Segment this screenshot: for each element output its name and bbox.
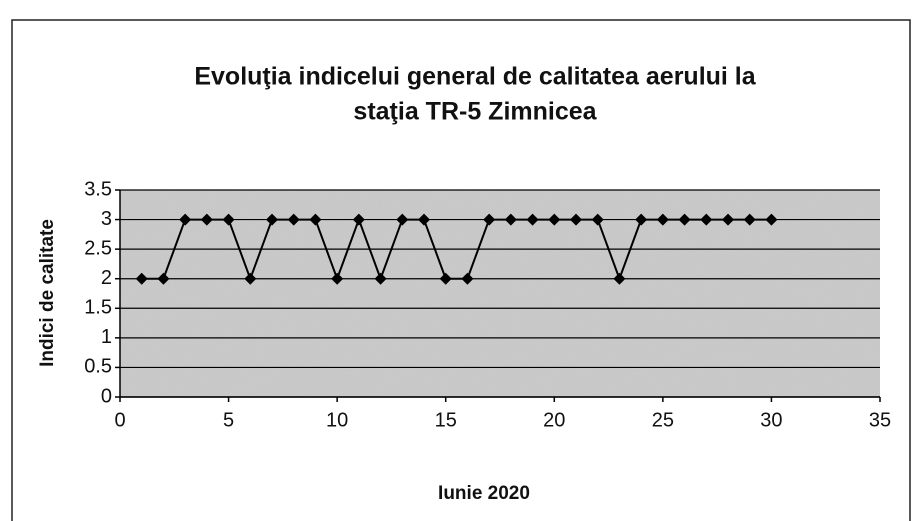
data-marker <box>635 213 648 226</box>
y-tick-label: 3.5 <box>84 178 112 200</box>
x-tick-label: 30 <box>760 409 782 431</box>
data-marker <box>222 213 235 226</box>
x-tick-label: 5 <box>223 409 234 431</box>
y-tick-label: 2.5 <box>84 237 112 259</box>
y-tick-label: 0.5 <box>84 356 112 378</box>
data-marker <box>504 213 517 226</box>
data-marker <box>461 272 474 285</box>
chart-title: Evoluţia indicelui general de calitatea … <box>194 63 756 91</box>
data-marker <box>678 213 691 226</box>
y-tick-label: 3 <box>101 208 112 230</box>
y-tick-label: 2 <box>101 267 112 289</box>
x-tick-label: 15 <box>435 409 457 431</box>
x-tick-label: 20 <box>543 409 565 431</box>
data-marker <box>722 213 734 226</box>
data-marker <box>548 213 561 226</box>
data-marker <box>765 213 778 226</box>
data-marker <box>287 213 300 226</box>
data-marker <box>418 213 430 226</box>
data-marker <box>179 213 192 226</box>
data-marker <box>483 213 496 226</box>
x-tick-label: 25 <box>652 409 674 431</box>
data-marker <box>396 213 409 226</box>
chart-title: staţia TR-5 Zimnicea <box>353 98 597 126</box>
data-marker <box>613 272 626 285</box>
data-marker <box>439 272 452 285</box>
x-tick-label: 0 <box>114 409 125 431</box>
data-marker <box>743 213 756 226</box>
y-tick-label: 1.5 <box>84 297 112 319</box>
data-marker <box>244 272 257 285</box>
data-marker <box>374 272 387 285</box>
data-marker <box>200 213 213 226</box>
data-marker <box>591 213 604 226</box>
data-marker <box>570 213 582 226</box>
data-marker <box>135 272 148 285</box>
data-marker <box>352 213 365 226</box>
x-tick-label: 35 <box>869 409 891 431</box>
x-axis-label: Iunie 2020 <box>438 483 530 504</box>
x-tick-label: 10 <box>326 409 348 431</box>
data-marker <box>309 213 322 226</box>
y-tick-label: 1 <box>101 326 112 348</box>
data-marker <box>526 213 539 226</box>
data-marker <box>157 272 170 285</box>
data-marker <box>656 213 669 226</box>
data-marker <box>700 213 713 226</box>
data-marker <box>331 272 344 285</box>
y-axis-label: Indici de calitate <box>37 219 58 367</box>
plot-texture <box>120 190 880 397</box>
data-marker <box>266 213 278 226</box>
y-tick-label: 0 <box>101 385 112 407</box>
